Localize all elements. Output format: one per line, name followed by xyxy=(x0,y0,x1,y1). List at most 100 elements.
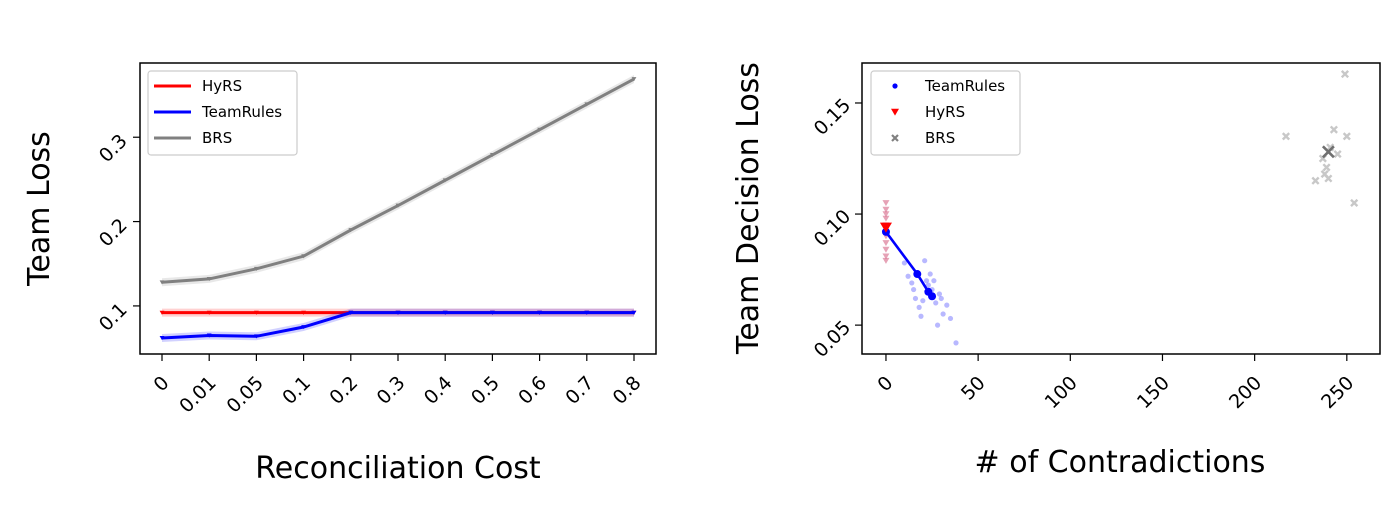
point-brs-0 xyxy=(1281,132,1291,141)
point-brs-9 xyxy=(1340,70,1350,79)
series-band-teamrules xyxy=(162,308,634,342)
point-hyrs-8 xyxy=(882,246,890,253)
point-brs-7 xyxy=(490,153,495,158)
x-tick-label-0-6: 0.6 xyxy=(514,372,551,409)
y-tick-label-0-2: 0.2 xyxy=(95,214,132,251)
plot-frame-left xyxy=(139,62,657,355)
point-teamrules-10 xyxy=(631,310,637,315)
x-tick-label-0-1: 0.1 xyxy=(278,372,315,409)
point-teamrules-15 xyxy=(938,295,944,302)
point-hyrs-2 xyxy=(254,310,259,315)
y-tick-label-0-1: 0.1 xyxy=(95,299,132,336)
y-tick-label-0-05: 0.05 xyxy=(810,316,855,361)
legend-label-brs: BRS xyxy=(925,129,955,147)
legend-label-teamrules: TeamRules xyxy=(201,103,282,121)
point-brs-9 xyxy=(584,102,590,107)
point-teamrules-3 xyxy=(912,295,919,302)
x-axis-title-left: Reconciliation Cost xyxy=(255,451,541,486)
point-brs-5 xyxy=(1324,174,1333,183)
point-brs-6 xyxy=(442,178,448,183)
point-teamrules-7 xyxy=(490,310,495,315)
point-teamrules-21 xyxy=(909,280,915,286)
mean-point-teamrules-3 xyxy=(928,292,937,301)
point-teamrules-2 xyxy=(911,286,917,293)
point-teamrules-9 xyxy=(925,282,931,288)
point-teamrules-5 xyxy=(395,310,401,315)
mean-point-teamrules-1 xyxy=(913,270,922,279)
y-axis-title-left: Team Loss xyxy=(22,131,57,287)
legend-label-hyrs: HyRS xyxy=(925,103,965,121)
point-hyrs-1 xyxy=(206,310,212,315)
team-loss-line-chart: 0 0.01 0.05 0.1 0.2 0.3 0.4 0.5 0.6 0.7 0.8 0.1 0.2 0… xyxy=(22,62,657,486)
point-hyrs-1 xyxy=(882,206,890,213)
point-teamrules-6 xyxy=(920,298,926,304)
point-brs-11 xyxy=(1350,198,1359,207)
legend-swatch-brs xyxy=(891,134,899,142)
legend-swatch-teamrules xyxy=(892,83,898,89)
point-brs-4 xyxy=(1322,163,1331,172)
legend-label-teamrules: TeamRules xyxy=(924,77,1005,95)
point-teamrules-8 xyxy=(537,310,542,315)
point-brs-1 xyxy=(1311,176,1320,185)
point-teamrules-8 xyxy=(923,278,930,284)
x-tick-label-0-8: 0.8 xyxy=(609,372,646,409)
point-brs-10 xyxy=(631,77,637,82)
point-hyrs-3 xyxy=(882,215,890,222)
point-hyrs-9 xyxy=(882,253,890,260)
legend-box-left xyxy=(147,70,298,156)
point-brs-8 xyxy=(537,127,542,132)
legend-label-brs: BRS xyxy=(202,129,232,147)
point-brs-10 xyxy=(1342,132,1351,141)
point-teamrules-6 xyxy=(442,310,448,315)
x-tick-label-0-4: 0.4 xyxy=(420,372,457,409)
point-teamrules-13 xyxy=(934,322,941,328)
y-tick-label-0-15: 0.15 xyxy=(810,94,855,139)
point-teamrules-16 xyxy=(940,311,946,317)
point-teamrules-14 xyxy=(936,291,943,297)
x-tick-label-0-05: 0.05 xyxy=(222,372,267,417)
point-teamrules-11 xyxy=(931,278,937,284)
mean-point-hyrs xyxy=(879,222,892,233)
x-tick-label-200: 200 xyxy=(1225,372,1266,413)
x-tick-label-0-01: 0.01 xyxy=(175,372,220,417)
legend-box-right xyxy=(870,70,1021,156)
legend-label-hyrs: HyRS xyxy=(202,77,242,95)
point-teamrules-19 xyxy=(953,340,959,346)
point-brs-0 xyxy=(159,280,165,285)
point-teamrules-1 xyxy=(905,273,911,279)
x-axis-title-right: # of Contradictions xyxy=(975,445,1266,480)
point-teamrules-9 xyxy=(584,310,590,315)
x-tick-label-150: 150 xyxy=(1133,372,1174,413)
x-tick-label-0-5: 0.5 xyxy=(467,372,504,409)
contradictions-scatter-chart: 0 50 100 150 200 250 0.05 0.10 0.15 TeamRules HyRS… xyxy=(731,62,1381,480)
x-tick-label-0-7: 0.7 xyxy=(561,372,598,409)
point-teamrules-4 xyxy=(348,310,354,315)
point-brs-2 xyxy=(254,266,259,271)
y-tick-label-0-3: 0.3 xyxy=(95,130,132,167)
point-teamrules-7 xyxy=(922,258,928,264)
x-tick-label-50: 50 xyxy=(957,372,990,405)
point-teamrules-1 xyxy=(206,333,212,338)
legend-swatch-hyrs xyxy=(891,108,899,116)
point-hyrs-7 xyxy=(882,240,890,247)
mean-point-brs xyxy=(1321,145,1335,159)
point-teamrules-2 xyxy=(254,334,259,339)
y-tick-label-0-10: 0.10 xyxy=(810,205,855,250)
point-brs-3 xyxy=(301,254,306,259)
point-teamrules-18 xyxy=(947,315,954,322)
x-tick-label-0-3: 0.3 xyxy=(373,372,410,409)
mean-path-teamrules xyxy=(884,231,934,298)
x-tick-label-0: 0 xyxy=(149,372,173,396)
point-brs-1 xyxy=(206,277,212,282)
plot-frame-right xyxy=(861,62,1381,355)
point-hyrs-0 xyxy=(159,310,165,315)
point-teamrules-0 xyxy=(159,336,165,341)
point-hyrs-2 xyxy=(882,211,890,218)
point-brs-7 xyxy=(1329,125,1338,134)
point-brs-8 xyxy=(1333,150,1342,159)
point-teamrules-17 xyxy=(944,302,950,308)
y-axis-title-right: Team Decision Loss xyxy=(731,62,766,355)
point-teamrules-20 xyxy=(927,271,933,277)
point-teamrules-0 xyxy=(901,260,907,266)
